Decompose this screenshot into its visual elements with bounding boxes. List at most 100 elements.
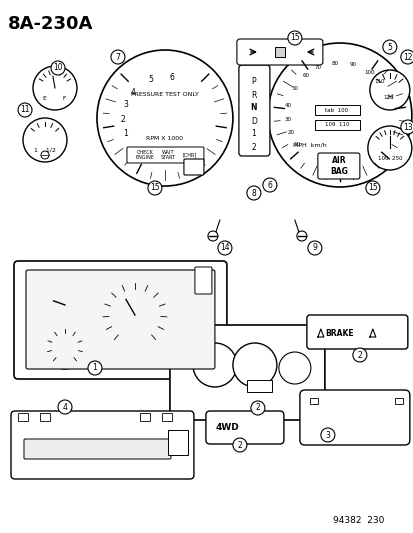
Text: 50: 50	[291, 86, 298, 92]
Text: 90: 90	[349, 62, 356, 67]
Circle shape	[100, 280, 169, 350]
Circle shape	[169, 287, 205, 323]
Text: CHECK
ENGINE: CHECK ENGINE	[135, 150, 154, 160]
Text: 10: 10	[53, 63, 63, 72]
Text: 2: 2	[251, 142, 256, 151]
Circle shape	[365, 181, 379, 195]
FancyBboxPatch shape	[195, 267, 211, 294]
Circle shape	[23, 118, 67, 162]
Circle shape	[217, 241, 231, 255]
Circle shape	[258, 421, 270, 433]
FancyBboxPatch shape	[169, 325, 324, 420]
Text: 109  110: 109 110	[324, 123, 348, 127]
Text: 7: 7	[115, 52, 120, 61]
Circle shape	[192, 343, 236, 387]
Circle shape	[267, 43, 411, 187]
FancyBboxPatch shape	[183, 159, 204, 175]
Circle shape	[18, 103, 32, 117]
Text: [CHR]: [CHR]	[183, 152, 197, 157]
Text: 1: 1	[93, 364, 97, 373]
Circle shape	[400, 120, 413, 134]
FancyBboxPatch shape	[306, 315, 407, 349]
Text: 11: 11	[20, 106, 30, 115]
Text: 9: 9	[312, 244, 316, 253]
Text: 110: 110	[373, 79, 384, 84]
Circle shape	[169, 327, 205, 363]
Bar	[140, 413, 150, 421]
Text: 30: 30	[284, 117, 291, 122]
Text: 15: 15	[367, 183, 377, 192]
Text: 1: 1	[251, 130, 256, 139]
Circle shape	[352, 348, 366, 362]
Circle shape	[287, 31, 301, 45]
Text: 100: 100	[363, 70, 374, 75]
Bar	[161, 413, 171, 421]
Circle shape	[33, 66, 77, 110]
Circle shape	[347, 331, 357, 341]
Text: 70: 70	[313, 66, 320, 70]
Circle shape	[110, 290, 159, 340]
Text: 5: 5	[148, 75, 153, 84]
Text: 94382  230: 94382 230	[332, 516, 384, 525]
FancyBboxPatch shape	[236, 39, 322, 65]
Text: 2: 2	[120, 115, 125, 124]
Circle shape	[250, 401, 264, 415]
Text: 15: 15	[290, 34, 299, 43]
Text: 2: 2	[255, 403, 260, 413]
Circle shape	[233, 438, 246, 452]
Text: PRESSURE TEST ONLY: PRESSURE TEST ONLY	[131, 93, 198, 98]
Text: 6: 6	[169, 73, 174, 82]
Circle shape	[51, 61, 65, 75]
Bar	[168, 430, 188, 455]
Text: 3: 3	[123, 100, 128, 109]
Text: RPM X 1000: RPM X 1000	[146, 135, 183, 141]
Circle shape	[97, 50, 233, 186]
Circle shape	[111, 50, 125, 64]
Text: AIR
BAG: AIR BAG	[329, 156, 347, 176]
Text: 8A-230A: 8A-230A	[8, 15, 93, 33]
Circle shape	[357, 331, 367, 341]
Text: MPH  km/h: MPH km/h	[292, 142, 326, 148]
Bar	[314, 120, 359, 130]
Text: 2: 2	[356, 351, 361, 359]
Text: 4WD: 4WD	[216, 423, 239, 432]
Text: tab  100: tab 100	[325, 108, 348, 112]
Text: R: R	[251, 91, 256, 100]
Text: 2: 2	[237, 440, 242, 449]
Circle shape	[278, 352, 310, 384]
Bar	[394, 398, 402, 404]
Text: 12: 12	[402, 52, 412, 61]
Text: 4: 4	[62, 402, 67, 411]
Bar	[314, 105, 359, 115]
Circle shape	[58, 400, 72, 414]
FancyBboxPatch shape	[205, 411, 283, 444]
FancyBboxPatch shape	[24, 439, 171, 459]
Bar	[274, 47, 284, 57]
Text: 14: 14	[220, 244, 229, 253]
Text: 60: 60	[302, 72, 309, 78]
Circle shape	[262, 178, 276, 192]
Circle shape	[369, 70, 409, 110]
Circle shape	[296, 231, 306, 241]
Bar	[18, 413, 28, 421]
Text: 6: 6	[267, 181, 272, 190]
Circle shape	[233, 343, 276, 387]
Circle shape	[400, 50, 413, 64]
Text: 120: 120	[382, 95, 393, 100]
Circle shape	[50, 290, 80, 320]
FancyBboxPatch shape	[26, 270, 214, 369]
Circle shape	[307, 241, 321, 255]
Text: 5: 5	[387, 43, 392, 52]
Text: 10: 10	[293, 142, 300, 147]
Circle shape	[245, 421, 257, 433]
Text: H: H	[386, 94, 392, 100]
Text: 4: 4	[130, 87, 135, 96]
Text: 80: 80	[331, 61, 338, 66]
FancyBboxPatch shape	[299, 390, 409, 445]
Circle shape	[88, 361, 102, 375]
Circle shape	[320, 428, 334, 442]
Circle shape	[41, 151, 49, 159]
Circle shape	[367, 126, 411, 170]
Text: 13: 13	[402, 123, 412, 132]
FancyBboxPatch shape	[317, 153, 359, 179]
